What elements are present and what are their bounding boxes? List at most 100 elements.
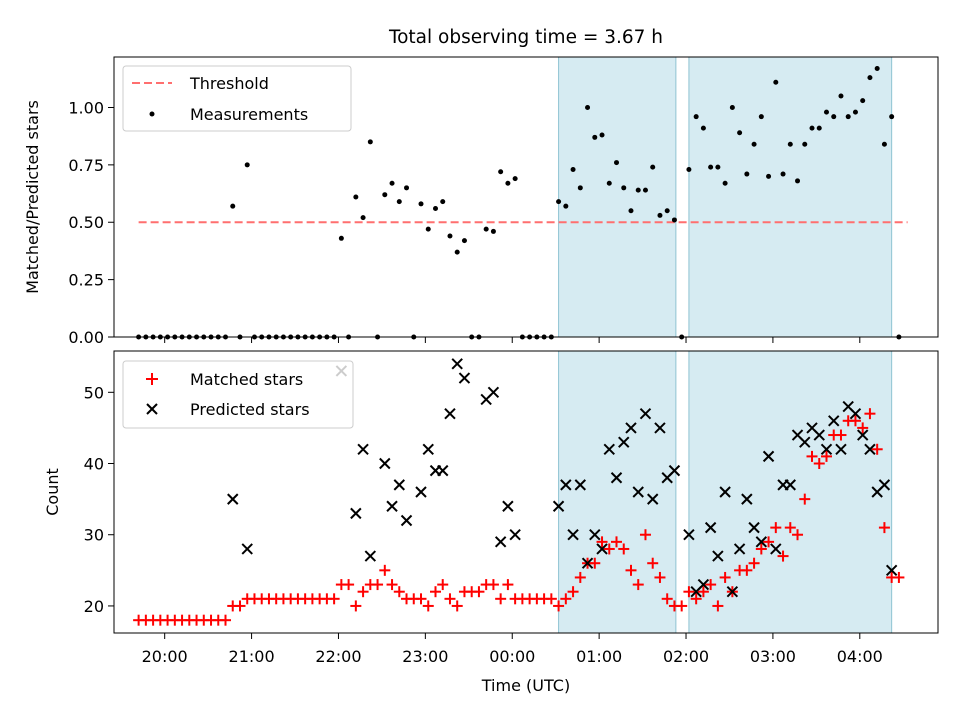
measurement-point-88 xyxy=(773,79,779,85)
measurement-point-85 xyxy=(751,141,757,147)
measurement-point-50 xyxy=(498,169,504,175)
measurement-point-51 xyxy=(505,180,511,186)
y-tick-label: 0.50 xyxy=(68,213,104,232)
matched-point-47 xyxy=(473,586,485,598)
matched-point-86 xyxy=(755,543,767,555)
predicted-point-46 xyxy=(733,543,746,555)
matched-point-94 xyxy=(813,458,825,470)
matched-point-61 xyxy=(574,571,586,583)
bottom-panel: 20 30 40 50 20:00 21:00 22:00 23:00 00:00 01:00 0… xyxy=(43,350,939,695)
predicted-point-33 xyxy=(632,486,644,498)
predicted-point-6 xyxy=(379,457,391,470)
matched-point-42 xyxy=(437,579,449,591)
measurement-point-96 xyxy=(831,114,837,120)
matched-point-41 xyxy=(429,586,441,598)
top-x-ticks xyxy=(164,337,861,343)
measurement-point-64 xyxy=(599,132,605,138)
predicted-point-66 xyxy=(878,479,891,491)
x-tick-label: 20:00 xyxy=(142,647,188,666)
predicted-point-47 xyxy=(741,493,753,505)
measurement-point-66 xyxy=(614,160,620,166)
bottom-legend: Matched stars Predicted stars xyxy=(122,360,354,429)
measurement-point-86 xyxy=(758,114,764,120)
predicted-point-67 xyxy=(885,564,898,577)
matched-point-88 xyxy=(770,522,782,534)
measurement-point-81 xyxy=(722,180,728,186)
bottom-y-ticks: 20 30 40 50 xyxy=(84,383,114,616)
measurement-point-80 xyxy=(715,164,721,170)
x-tick-label: 23:00 xyxy=(402,647,448,666)
measurement-point-31 xyxy=(360,215,366,221)
x-tick-label: 00:00 xyxy=(489,647,535,666)
shaded-band-1 xyxy=(688,56,893,338)
bottom-x-ticks: 20:00 21:00 22:00 23:00 00:00 01:00 02:00 03:00… xyxy=(142,633,883,666)
top-axes-frame xyxy=(113,56,939,338)
measurement-point-87 xyxy=(766,173,772,179)
matched-point-85 xyxy=(748,557,760,569)
top-y-ticks: 0.00 0.25 0.50 0.75 1.00 xyxy=(68,98,114,347)
measurement-point-82 xyxy=(729,104,735,110)
measurement-point-100 xyxy=(860,98,866,104)
matched-point-105 xyxy=(893,571,905,583)
y-tick-label: 40 xyxy=(84,455,104,474)
measurement-point-63 xyxy=(592,134,598,140)
matched-point-66 xyxy=(611,536,623,548)
x-tick-label: 02:00 xyxy=(663,647,709,666)
measurement-point-36 xyxy=(396,199,402,205)
legend-measurements-label: Measurements xyxy=(190,105,308,124)
predicted-point-9 xyxy=(400,514,413,527)
predicted-point-36 xyxy=(654,422,666,434)
top-chart-title: Total observing time = 3.67 h xyxy=(388,27,663,48)
predicted-point-13 xyxy=(437,464,449,477)
predicted-point-10 xyxy=(415,486,427,498)
measurement-point-73 xyxy=(664,208,670,214)
y-tick-label: 20 xyxy=(84,597,104,616)
matched-point-75 xyxy=(676,600,688,612)
matched-point-65 xyxy=(603,543,615,555)
y-tick-label: 1.00 xyxy=(68,98,104,117)
matched-point-97 xyxy=(835,429,847,441)
shaded-band-0 xyxy=(558,56,677,338)
matched-point-69 xyxy=(632,579,644,591)
predicted-point-23 xyxy=(560,479,572,491)
matched-point-71 xyxy=(647,557,659,569)
matched-star-points xyxy=(133,408,905,626)
matched-point-99 xyxy=(849,415,861,427)
matched-point-100 xyxy=(857,422,869,434)
measurement-point-58 xyxy=(556,199,562,205)
matched-point-12 xyxy=(220,614,232,626)
top-legend-box xyxy=(122,65,352,132)
matched-point-14 xyxy=(234,600,246,612)
matched-point-76 xyxy=(683,586,695,598)
predicted-point-25 xyxy=(574,479,587,491)
predicted-point-59 xyxy=(828,415,840,427)
matched-point-64 xyxy=(596,536,608,548)
matched-point-36 xyxy=(393,586,405,598)
predicted-point-31 xyxy=(618,436,630,448)
matched-point-30 xyxy=(350,600,362,612)
top-shaded-bands xyxy=(558,56,893,338)
matched-point-58 xyxy=(553,600,565,612)
measurement-point-39 xyxy=(418,201,424,207)
measurement-point-52 xyxy=(512,176,518,182)
y-tick-label: 50 xyxy=(84,383,104,402)
measurement-point-45 xyxy=(461,238,467,244)
predicted-point-41 xyxy=(697,578,710,591)
measurement-point-70 xyxy=(642,187,648,193)
matched-point-102 xyxy=(871,443,883,455)
measurement-point-90 xyxy=(787,141,793,147)
predicted-point-49 xyxy=(755,536,768,548)
matched-point-29 xyxy=(343,579,355,591)
matched-point-59 xyxy=(560,593,572,605)
matched-point-70 xyxy=(639,529,651,541)
predicted-point-32 xyxy=(625,422,637,434)
measurement-point-30 xyxy=(353,194,359,200)
measurement-point-49 xyxy=(490,228,496,234)
measurement-point-37 xyxy=(404,185,410,191)
measurement-point-98 xyxy=(845,114,851,120)
predicted-point-11 xyxy=(422,443,434,455)
predicted-point-45 xyxy=(726,585,739,598)
predicted-point-64 xyxy=(864,443,876,455)
matched-point-63 xyxy=(589,557,601,569)
